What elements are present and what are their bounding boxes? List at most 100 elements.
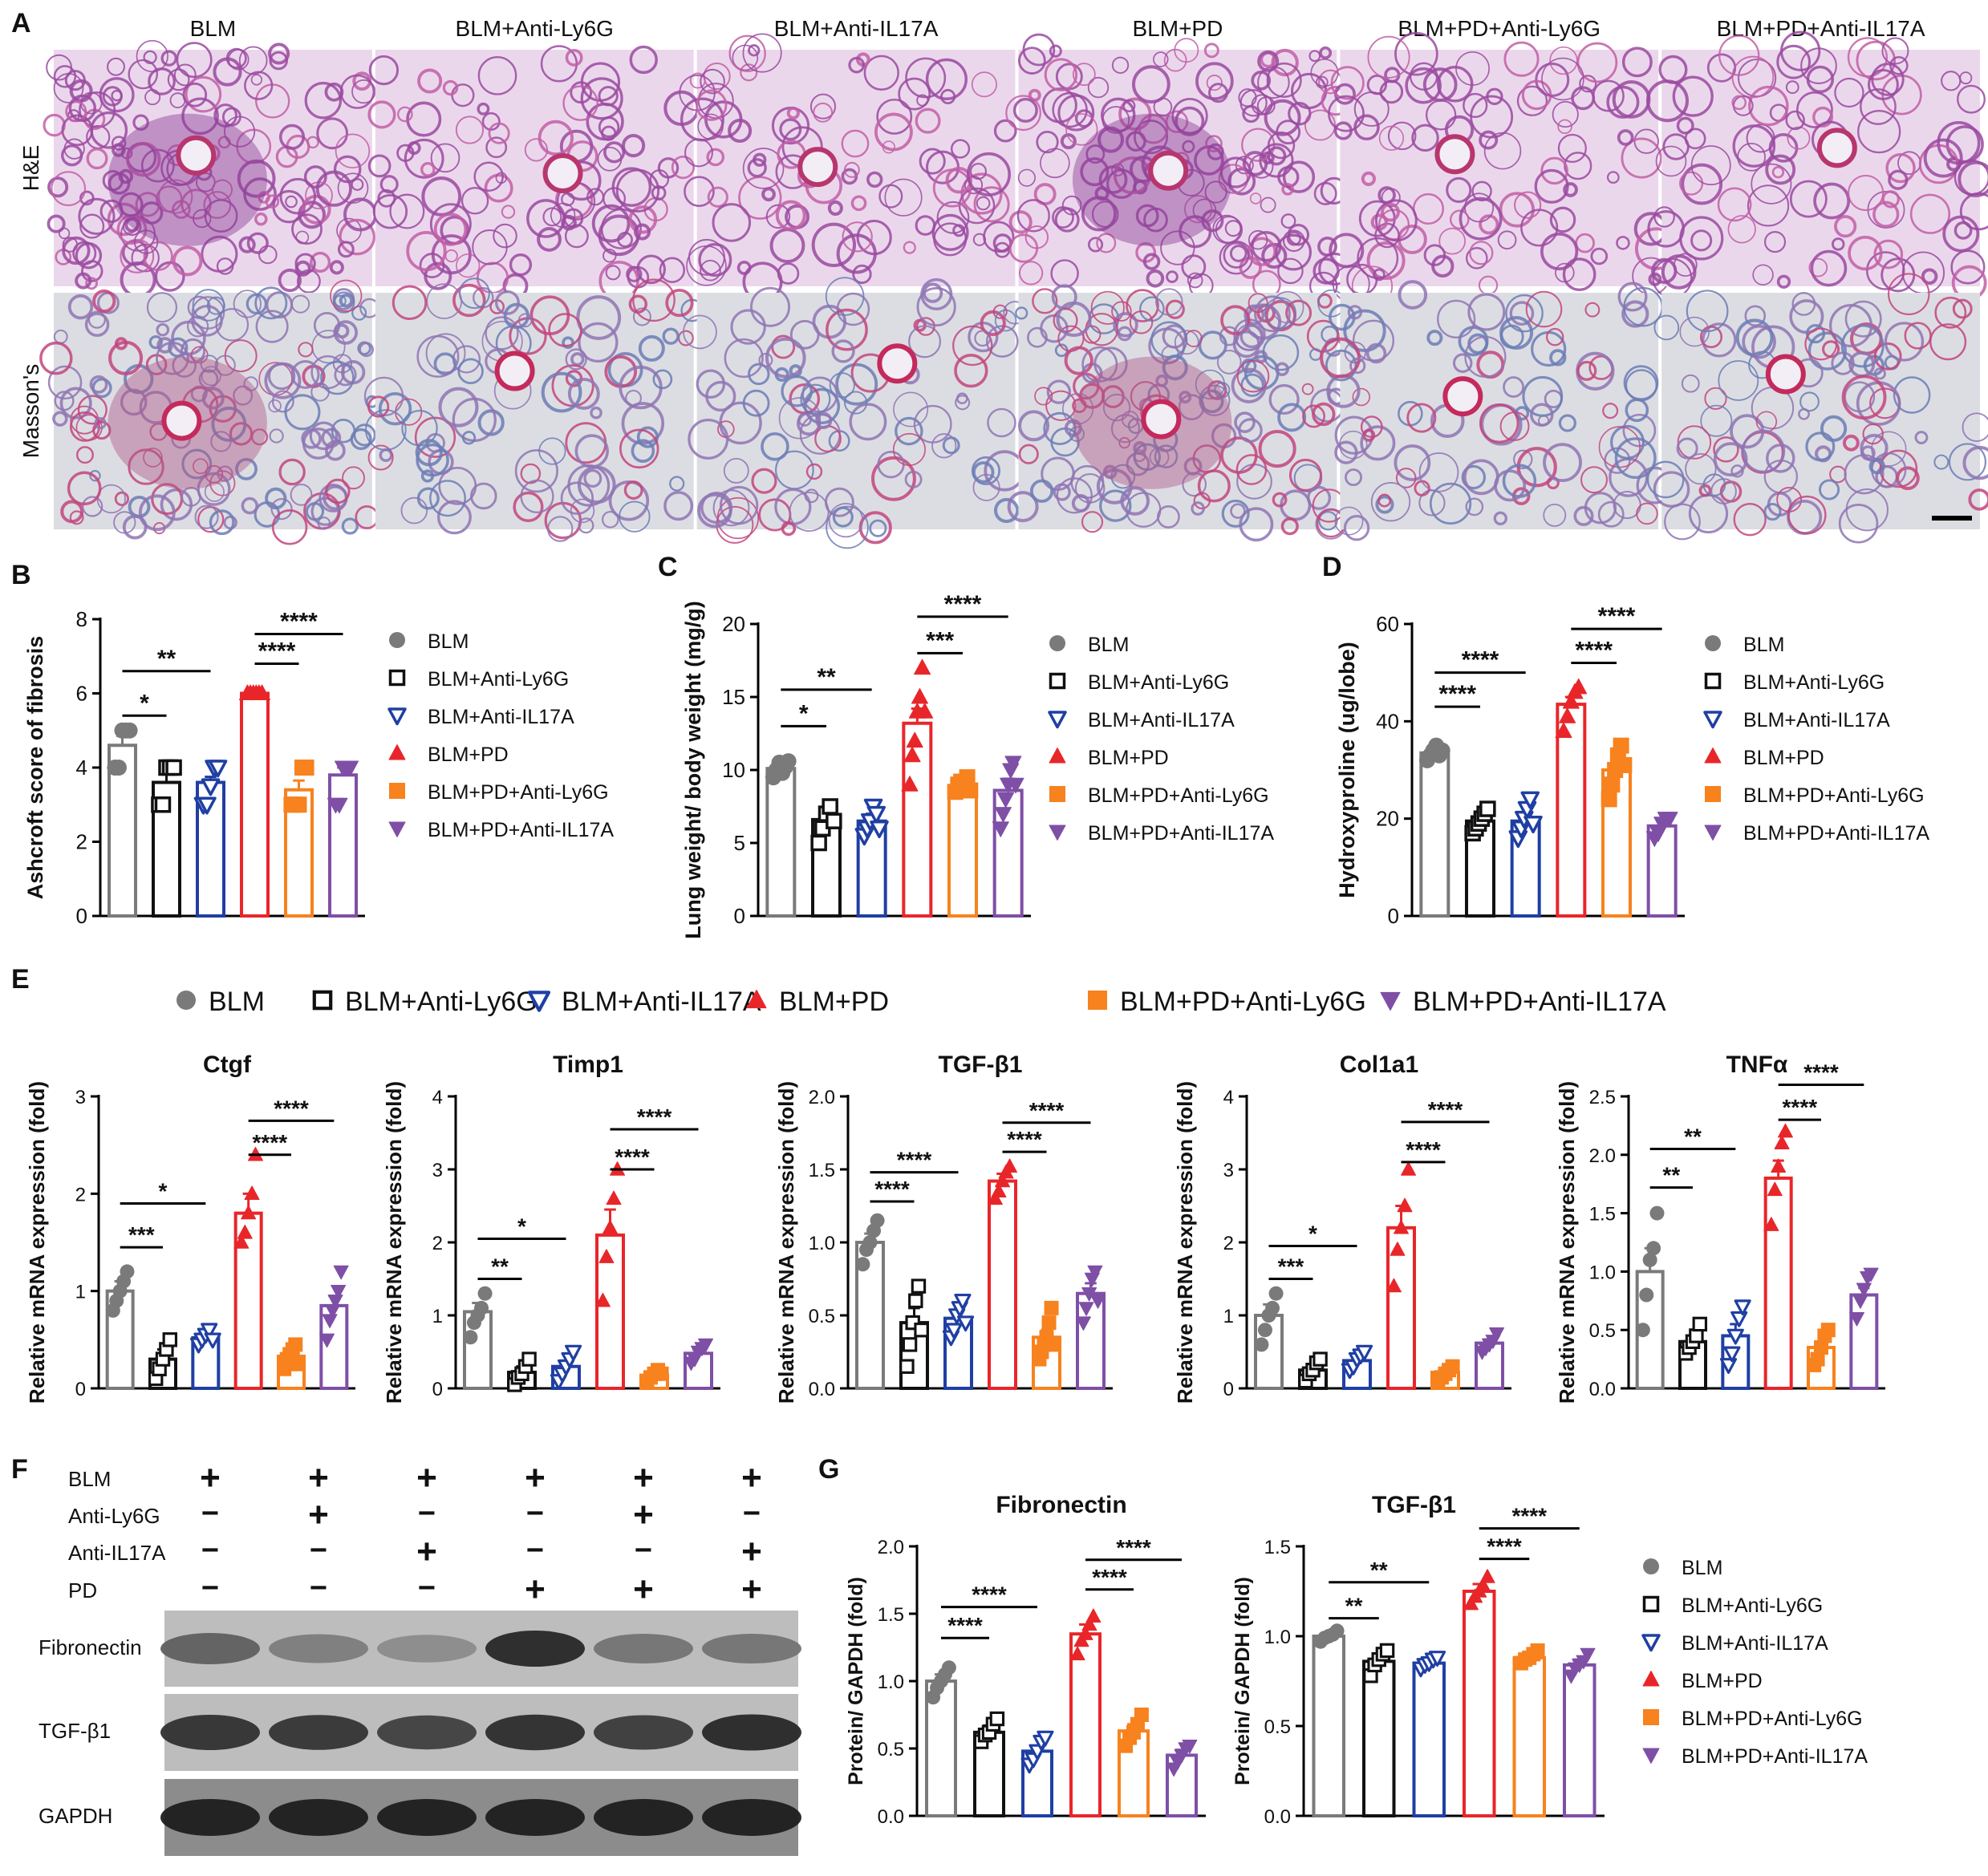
alveolus	[1352, 387, 1371, 407]
alveolus	[1929, 323, 1967, 361]
alveolus	[132, 114, 149, 131]
alveolus	[542, 207, 562, 227]
alveolus	[1751, 163, 1792, 205]
alveolus	[1808, 257, 1828, 278]
y-tick-label: 40	[1376, 709, 1399, 733]
alveolus	[1357, 237, 1399, 279]
bar	[1512, 1655, 1546, 1817]
y-tick-label: 0	[1223, 1379, 1234, 1400]
alveolus	[1187, 272, 1203, 289]
treatment-sign: +	[525, 1570, 546, 1609]
data-point	[989, 1711, 1005, 1727]
data-point	[1642, 1252, 1657, 1267]
alveolus	[1029, 479, 1054, 503]
alveolus	[1370, 482, 1411, 522]
alveolus	[1616, 236, 1630, 250]
alveolus	[1584, 492, 1617, 525]
alveolus	[72, 241, 97, 265]
alveolus	[167, 68, 190, 91]
treatment-sign: +	[633, 1570, 654, 1609]
alveolus	[1110, 414, 1141, 444]
alveolus	[1954, 160, 1988, 196]
fibrotic-region	[108, 113, 267, 246]
alveolus	[747, 158, 767, 178]
alveolus	[108, 172, 131, 195]
y-tick-label: 2	[75, 1184, 86, 1205]
alveolus	[779, 118, 802, 141]
alveolus	[1085, 144, 1106, 164]
alveolus	[1286, 231, 1302, 246]
alveolus	[781, 521, 797, 537]
data-point	[1810, 1351, 1825, 1367]
data-point	[1329, 1623, 1345, 1639]
alveolus	[1272, 290, 1304, 324]
data-point	[992, 821, 1009, 837]
alveolus	[1288, 458, 1322, 492]
data-point	[606, 1190, 622, 1205]
y-tick-label: 5	[734, 831, 745, 855]
alveolus	[359, 342, 374, 358]
data-point	[901, 776, 919, 792]
alveolus	[742, 148, 785, 189]
alveolus	[1277, 403, 1307, 432]
alveolus	[1110, 464, 1136, 489]
alveolus	[148, 67, 176, 95]
alveolus	[805, 463, 823, 480]
alveolus	[1258, 430, 1296, 468]
alveolus	[460, 187, 489, 215]
alveolus	[1785, 80, 1799, 95]
alveolus	[1057, 325, 1085, 352]
alveolus	[931, 213, 969, 251]
alveolus	[1871, 63, 1905, 96]
alveolus	[438, 467, 477, 505]
alveolus	[1223, 241, 1250, 269]
alveolus	[623, 480, 643, 500]
data-point	[906, 731, 923, 748]
alveolus	[238, 236, 256, 253]
legend-marker	[1049, 748, 1066, 764]
alveolus	[1437, 299, 1476, 338]
data-point	[1394, 1219, 1409, 1234]
significance-label: ****	[1783, 1095, 1818, 1120]
data-point	[463, 1330, 478, 1345]
histology-image	[39, 279, 379, 545]
data-point	[1046, 1337, 1061, 1352]
alveolus	[39, 341, 73, 375]
alveolus	[1860, 88, 1897, 125]
bar	[1763, 1176, 1793, 1391]
alveolus	[211, 179, 233, 201]
y-axis-label: Hydroxyproline (ug/lobe)	[1335, 642, 1359, 898]
alveolus	[1069, 426, 1085, 442]
legend-marker	[746, 989, 767, 1009]
significance-label: **	[1345, 1594, 1363, 1619]
histology-image	[1328, 31, 1678, 307]
alveolus	[1267, 146, 1287, 166]
alveolus	[1535, 62, 1570, 97]
alveolus	[1884, 322, 1925, 362]
bar	[1312, 1635, 1345, 1817]
alveolus	[565, 48, 583, 67]
alveolus	[250, 428, 269, 446]
alveolus	[1879, 449, 1918, 488]
data-point	[331, 1284, 347, 1299]
alveolus	[950, 139, 971, 159]
alveolus	[146, 292, 178, 323]
alveolus	[1516, 85, 1548, 116]
alveolus	[1909, 193, 1951, 234]
alveolus	[586, 188, 605, 206]
alveolus	[1182, 140, 1195, 153]
alveolus	[831, 339, 855, 363]
data-point	[1523, 815, 1543, 833]
alveolus	[1540, 232, 1579, 271]
alveolus	[706, 148, 725, 167]
data-point	[1559, 707, 1576, 723]
alveolus	[342, 466, 365, 490]
alveolus	[1681, 163, 1723, 205]
alveolus	[351, 79, 376, 104]
alveolus	[298, 342, 314, 358]
alveolus	[972, 461, 995, 484]
legend-marker	[1703, 711, 1722, 729]
blot-band	[485, 1631, 585, 1667]
y-axis-label: Protein/ GAPDH (fold)	[1231, 1577, 1254, 1785]
alveolus	[173, 63, 197, 87]
